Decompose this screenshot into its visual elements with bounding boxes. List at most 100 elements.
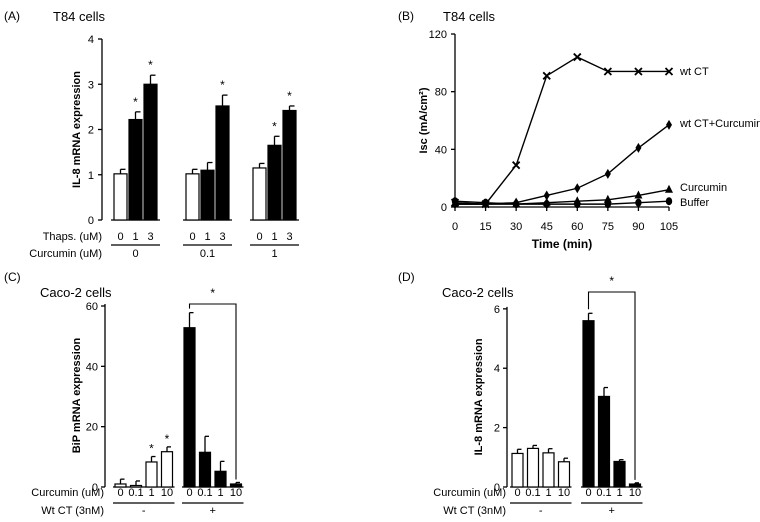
panel-b-marker-circle [482,198,489,207]
panel-a-label: (A) [4,9,20,23]
panel-b-marker-x [573,52,582,62]
panel-a-y-axis-title: IL-8 mRNA expression [71,71,83,188]
panel-d-bar [597,395,611,488]
panel-b-x-tick-label: 30 [510,221,522,233]
panel-d-curcumin-value: 0 [514,487,520,499]
panel-c-curcumin-value: 1 [217,487,223,499]
panel-b-marker-x [664,67,674,76]
panel-c-significance-star: * [149,442,154,456]
panel-b-x-tick-label: 0 [452,221,458,233]
panel-d-curcumin-value: 10 [558,487,570,499]
panel-d-bar [542,452,555,488]
panel-a-significance-star: * [287,89,292,103]
panel-b-y-tick-label: 40 [435,144,447,156]
panel-c-curcumin-value: 0.1 [197,487,212,499]
panel-b-x-tick-label: 60 [571,221,583,233]
panel-b-title: T84 cells [443,9,496,24]
panel-b-marker-triangle [603,194,612,203]
panel-c-curcumin-value: 10 [161,487,173,499]
panel-c-y-tick-label: 20 [86,422,98,434]
panel-c-y-tick-label: 40 [86,361,98,373]
panel-b-x-tick-label: 90 [632,221,644,233]
panel-d-significance-bracket [587,291,636,480]
panel-d-curcumin-label: Curcumin (uM) [433,487,506,499]
panel-b-marker-x [634,67,643,76]
panel-d-y-tick-label: 2 [494,423,500,435]
panel-b-x-tick-label: 75 [602,221,614,233]
panel-b-x-axis-title: Time (min) [532,237,592,251]
panel-a-bar [282,109,297,221]
panel-d-curcumin-value: 0.1 [596,487,611,499]
panel-a-title: T84 cells [53,9,106,24]
panel-c-wtct-value: + [210,505,216,517]
panel-c-curcumin-value: 0.1 [128,487,143,499]
panel-a-bar [128,118,143,221]
panel-c-bar [198,451,212,488]
panel-b-label: (B) [398,9,414,23]
panel-d-y-tick-label: 4 [494,363,500,375]
panel-d-title: Caco-2 cells [442,285,514,300]
panel-a-y-tick-label: 3 [88,79,94,91]
panel-b-marker-circle [451,197,459,206]
panel-b-y-tick-label: 0 [441,202,447,214]
panel-a-curcumin-value: 0.1 [200,248,215,260]
panel-b-marker-diamond [604,168,611,179]
panel-a-y-tick-label: 2 [88,125,94,137]
panel-c-curcumin-value: 10 [230,487,242,499]
panel-b-marker-circle [512,200,520,209]
panel-b-marker-x [603,67,612,76]
panel-d-curcumin-value: 0.1 [525,487,540,499]
panel-c-curcumin-value: 0 [186,487,192,499]
panel-a-curcumin-value: 1 [271,248,277,260]
panel-a-bar [113,173,128,221]
panel-b-marker-diamond [543,190,550,201]
panel-b-marker-x [542,71,551,80]
panel-b-marker-circle [574,200,581,209]
panel-a-bar [215,105,230,221]
panel-d-bar [511,452,524,488]
panel-d-curcumin-value: 10 [629,487,641,499]
panel-a-thaps-value: 1 [271,231,277,243]
panel-a-significance-star: * [272,119,277,133]
panel-c-significance-bracket [188,303,237,480]
panel-b-marker-diamond [635,142,642,153]
panel-c-curcumin-label: Curcumin (uM) [31,487,104,499]
panel-b-y-tick-label: 80 [435,87,447,99]
panel-b-x-tick-label: 45 [541,221,553,233]
panel-a-curcumin-label: Curcumin (uM) [29,248,102,260]
panel-a-significance-star: * [220,78,225,92]
panel-a-thaps-label: Thaps. (uM) [43,231,102,243]
panel-b-series-line [455,189,670,205]
panel-d-curcumin-value: 1 [545,487,551,499]
panel-d-bar [557,461,571,488]
panel-a-curcumin-value: 0 [132,248,138,260]
panel-c-wtct-label: Wt CT (3nM) [41,505,104,517]
panel-c-bar [214,470,227,488]
panel-d-y-tick-label: 6 [494,304,500,316]
panel-a-bar [200,169,215,221]
panel-c-wtct-value: - [142,505,146,517]
panel-b-marker-diamond [666,119,672,130]
panel-d-curcumin-value: 1 [616,487,622,499]
panel-c-significance-star: * [165,432,170,446]
panel-d-bar [526,447,540,488]
panel-a-significance-star: * [133,95,138,109]
panel-a: (A) T84 cells Thaps. (uM) Curcumin (uM) … [4,9,299,260]
panel-a-y-tick-label: 1 [88,170,94,182]
panel-d-significance-star: * [609,274,614,288]
panel-d-wtct-value: - [539,505,543,517]
panel-c-y-axis-title: BiP mRNA expression [71,337,83,453]
panel-b-marker-circle [604,200,612,209]
panel-b-series-line [455,124,670,205]
panel-c-bar [145,461,158,488]
panel-b-marker-triangle [634,190,643,199]
panel-a-thaps-value: 0 [189,231,195,243]
panel-b-legend-label: wt CT+Curcumin [679,118,760,130]
panel-b-legend-label: Buffer [680,197,709,209]
panel-c-title: Caco-2 cells [40,285,112,300]
panel-b-marker-diamond [574,183,581,194]
panel-b-marker-triangle [665,184,673,193]
panel-c-bar [160,451,174,488]
panel-c-y-tick-label: 0 [92,482,98,494]
